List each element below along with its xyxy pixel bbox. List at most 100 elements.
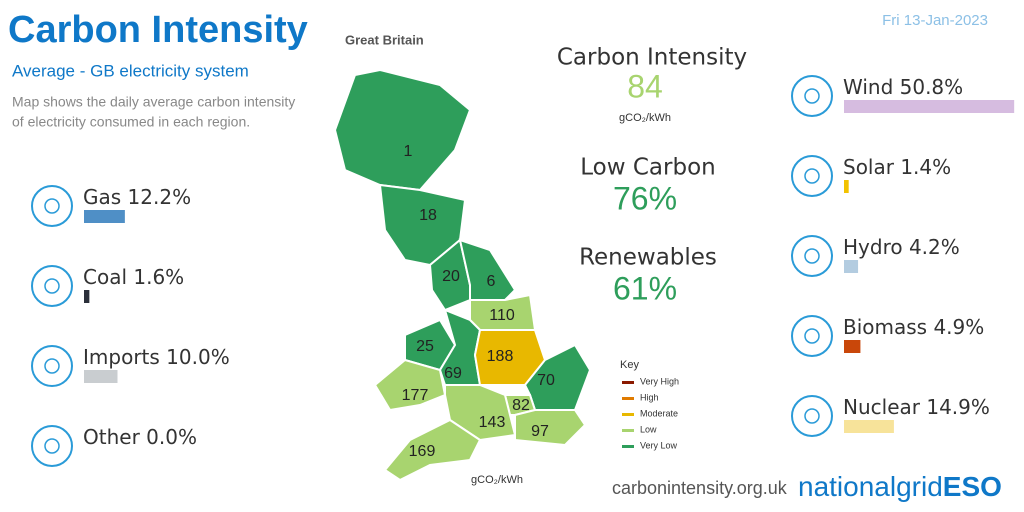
fuel-bar (84, 290, 90, 303)
fuel-icon-inner (44, 438, 60, 454)
fuel-icon (791, 315, 833, 357)
region (514, 409, 587, 447)
fuel-icon (31, 345, 73, 387)
region-name: Great Britain (345, 32, 424, 47)
fuel-icon-inner (44, 198, 60, 214)
fuel-name: Solar (843, 155, 895, 179)
fuel-name: Wind (843, 75, 893, 99)
key-swatch (622, 413, 634, 416)
fuel-label: Hydro 4.2% (843, 235, 960, 259)
summary-title: Renewables (579, 245, 717, 271)
fuel-label: Biomass 4.9% (843, 315, 984, 339)
region-value: 110 (489, 307, 515, 324)
fuel-percent: 12.2% (128, 185, 192, 209)
logo: nationalgridESO (798, 471, 1002, 502)
fuel-bar (84, 210, 125, 223)
fuel-label: Solar 1.4% (843, 155, 951, 179)
region (333, 68, 472, 192)
key-swatch (622, 429, 634, 432)
subtitle: Average - GB electricity system (12, 61, 249, 80)
key-label: Low (640, 424, 657, 434)
fuel-percent: 4.9% (933, 315, 984, 339)
region-value: 20 (442, 268, 460, 285)
unit: gCO₂/kWh (619, 112, 671, 124)
fuel-bar (844, 260, 859, 273)
low-carbon-value: 76% (613, 180, 677, 216)
fuel-label: Gas 12.2% (83, 185, 191, 209)
fuel-icon (791, 235, 833, 277)
key-label: Very Low (640, 440, 678, 450)
key-unit: gCO₂/kWh (471, 474, 523, 486)
region-value: 177 (402, 387, 429, 404)
region-value: 6 (487, 273, 496, 290)
fuel-name: Gas (83, 185, 121, 209)
fuel-label: Nuclear 14.9% (843, 395, 990, 419)
renewables-value: 61% (613, 270, 677, 306)
fuel-bar (844, 420, 894, 433)
fuel-icon (31, 265, 73, 307)
fuel-label: Coal 1.6% (83, 265, 184, 289)
key-label: Very High (640, 376, 679, 386)
region-value: 25 (416, 338, 434, 355)
fuel-icon (31, 185, 73, 227)
fuel-bar (844, 340, 861, 353)
fuel-percent: 1.6% (133, 265, 184, 289)
fuel-name: Other (83, 425, 141, 449)
fuel-percent: 0.0% (146, 425, 197, 449)
fuel-icon (791, 75, 833, 117)
description: Map shows the daily average carbon inten… (12, 94, 295, 110)
region-value: 69 (444, 365, 462, 382)
region-value: 97 (531, 423, 549, 440)
fuel-label: Wind 50.8% (843, 75, 963, 99)
fuel-icon-inner (804, 248, 820, 264)
key-swatch (622, 445, 634, 448)
fuel-icon (791, 155, 833, 197)
fuel-percent: 14.9% (926, 395, 990, 419)
key-label: Moderate (640, 408, 678, 418)
fuel-icon (791, 395, 833, 437)
fuel-percent: 50.8% (900, 75, 964, 99)
fuel-label: Other 0.0% (83, 425, 197, 449)
description: of electricity consumed in each region. (12, 114, 250, 130)
region-value: 1 (404, 143, 413, 160)
fuel-label: Imports 10.0% (83, 345, 230, 369)
region-value: 70 (537, 372, 555, 389)
fuel-icon-inner (804, 328, 820, 344)
fuel-icon-inner (804, 168, 820, 184)
key-swatch (622, 397, 634, 400)
fuel-name: Nuclear (843, 395, 921, 419)
fuel-name: Hydro (843, 235, 903, 259)
logo-b: ESO (943, 471, 1002, 502)
region (383, 418, 482, 482)
key-swatch (622, 381, 634, 384)
fuel-icon-inner (804, 408, 820, 424)
summary-title: Low Carbon (580, 155, 715, 181)
title: Carbon Intensity (8, 9, 308, 51)
key-title: Key (620, 359, 639, 371)
fuel-bar (84, 370, 118, 383)
region-value: 82 (512, 397, 530, 414)
intensity-value: 84 (627, 68, 663, 104)
fuel-percent: 4.2% (909, 235, 960, 259)
fuel-icon-inner (804, 88, 820, 104)
fuel-bar (844, 100, 1015, 113)
logo-a: nationalgrid (798, 471, 943, 502)
fuel-name: Imports (83, 345, 160, 369)
region-value: 188 (487, 348, 514, 365)
fuel-percent: 10.0% (166, 345, 230, 369)
fuel-icon (31, 425, 73, 467)
fuel-icon-inner (44, 358, 60, 374)
fuel-icon-inner (44, 278, 60, 294)
date: Fri 13-Jan-2023 (882, 12, 988, 29)
summary-title: Carbon Intensity (557, 45, 747, 71)
fuel-percent: 1.4% (900, 155, 951, 179)
fuel-bar (844, 180, 849, 193)
fuel-name: Biomass (843, 315, 927, 339)
footer-url[interactable]: carbonintensity.org.uk (612, 478, 788, 498)
key-label: High (640, 392, 659, 402)
region-value: 143 (479, 414, 506, 431)
region-value: 169 (409, 443, 436, 460)
region-value: 18 (419, 207, 437, 224)
